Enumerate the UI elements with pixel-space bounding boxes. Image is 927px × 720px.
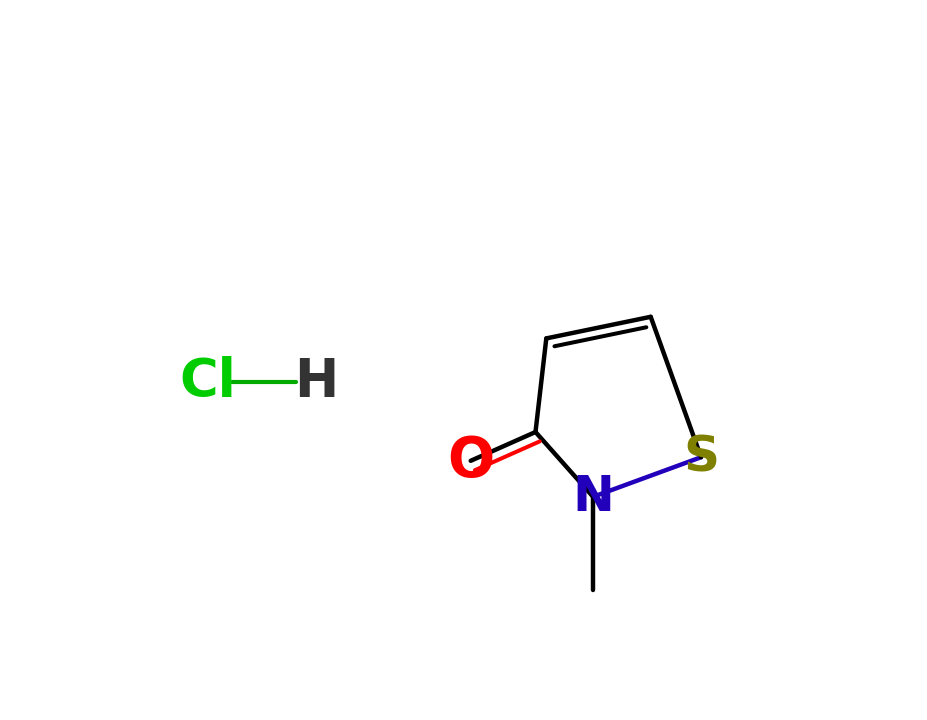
Text: Cl: Cl [180, 356, 236, 408]
Text: S: S [683, 433, 719, 481]
Text: O: O [447, 433, 494, 488]
Text: N: N [572, 473, 614, 521]
Text: H: H [294, 356, 338, 408]
